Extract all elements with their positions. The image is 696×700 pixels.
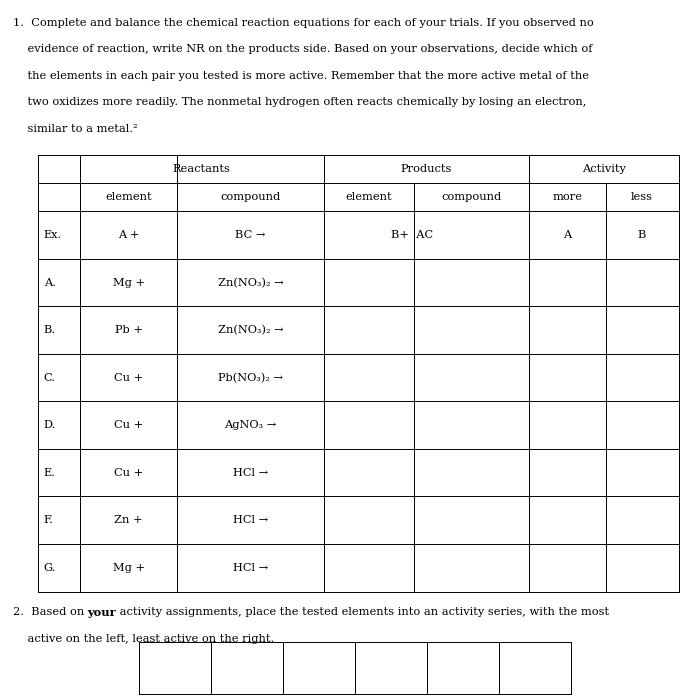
Text: similar to a metal.²: similar to a metal.² [13, 124, 137, 134]
Text: Activity: Activity [582, 164, 626, 174]
Text: activity assignments, place the tested elements into an activity series, with th: activity assignments, place the tested e… [116, 607, 609, 617]
Text: A.: A. [44, 278, 56, 288]
Text: less: less [631, 193, 653, 202]
Text: BC →: BC → [235, 230, 266, 240]
Text: D.: D. [44, 420, 56, 430]
Text: Cu +: Cu + [114, 372, 143, 383]
Text: HCl →: HCl → [233, 468, 268, 477]
Text: element: element [346, 193, 392, 202]
Text: active on the left, least active on the right.: active on the left, least active on the … [13, 634, 274, 643]
Text: F.: F. [44, 515, 54, 525]
Text: C.: C. [44, 372, 56, 383]
Text: G.: G. [44, 563, 56, 573]
Text: HCl →: HCl → [233, 563, 268, 573]
Text: Zn(NO₃)₂ →: Zn(NO₃)₂ → [218, 325, 283, 335]
Text: A +: A + [118, 230, 139, 240]
Text: your: your [88, 607, 116, 618]
Text: Cu +: Cu + [114, 468, 143, 477]
Text: A: A [563, 230, 571, 240]
Text: Zn(NO₃)₂ →: Zn(NO₃)₂ → [218, 277, 283, 288]
Text: 2.  Based on: 2. Based on [13, 607, 88, 617]
Text: Zn +: Zn + [114, 515, 143, 525]
Text: more: more [552, 193, 583, 202]
Text: HCl →: HCl → [233, 515, 268, 525]
Text: 1.  Complete and balance the chemical reaction equations for each of your trials: 1. Complete and balance the chemical rea… [13, 18, 593, 27]
Text: B+  AC: B+ AC [391, 230, 434, 240]
Text: B: B [638, 230, 647, 240]
Text: Cu +: Cu + [114, 420, 143, 430]
Text: the elements in each pair you tested is more active. Remember that the more acti: the elements in each pair you tested is … [13, 71, 589, 80]
Text: compound: compound [221, 193, 280, 202]
Text: Pb +: Pb + [115, 326, 143, 335]
Text: Reactants: Reactants [173, 164, 231, 174]
Text: evidence of reaction, write NR on the products side. Based on your observations,: evidence of reaction, write NR on the pr… [13, 44, 592, 54]
Text: Products: Products [401, 164, 452, 174]
Text: E.: E. [44, 468, 56, 477]
Text: B.: B. [44, 326, 56, 335]
Text: Mg +: Mg + [113, 563, 145, 573]
Text: Ex.: Ex. [44, 230, 62, 240]
Text: compound: compound [441, 193, 502, 202]
Text: Pb(NO₃)₂ →: Pb(NO₃)₂ → [218, 372, 283, 383]
Text: two oxidizes more readily. The nonmetal hydrogen often reacts chemically by losi: two oxidizes more readily. The nonmetal … [13, 97, 586, 107]
Text: Mg +: Mg + [113, 278, 145, 288]
Text: element: element [106, 193, 152, 202]
Text: AgNO₃ →: AgNO₃ → [224, 420, 277, 430]
